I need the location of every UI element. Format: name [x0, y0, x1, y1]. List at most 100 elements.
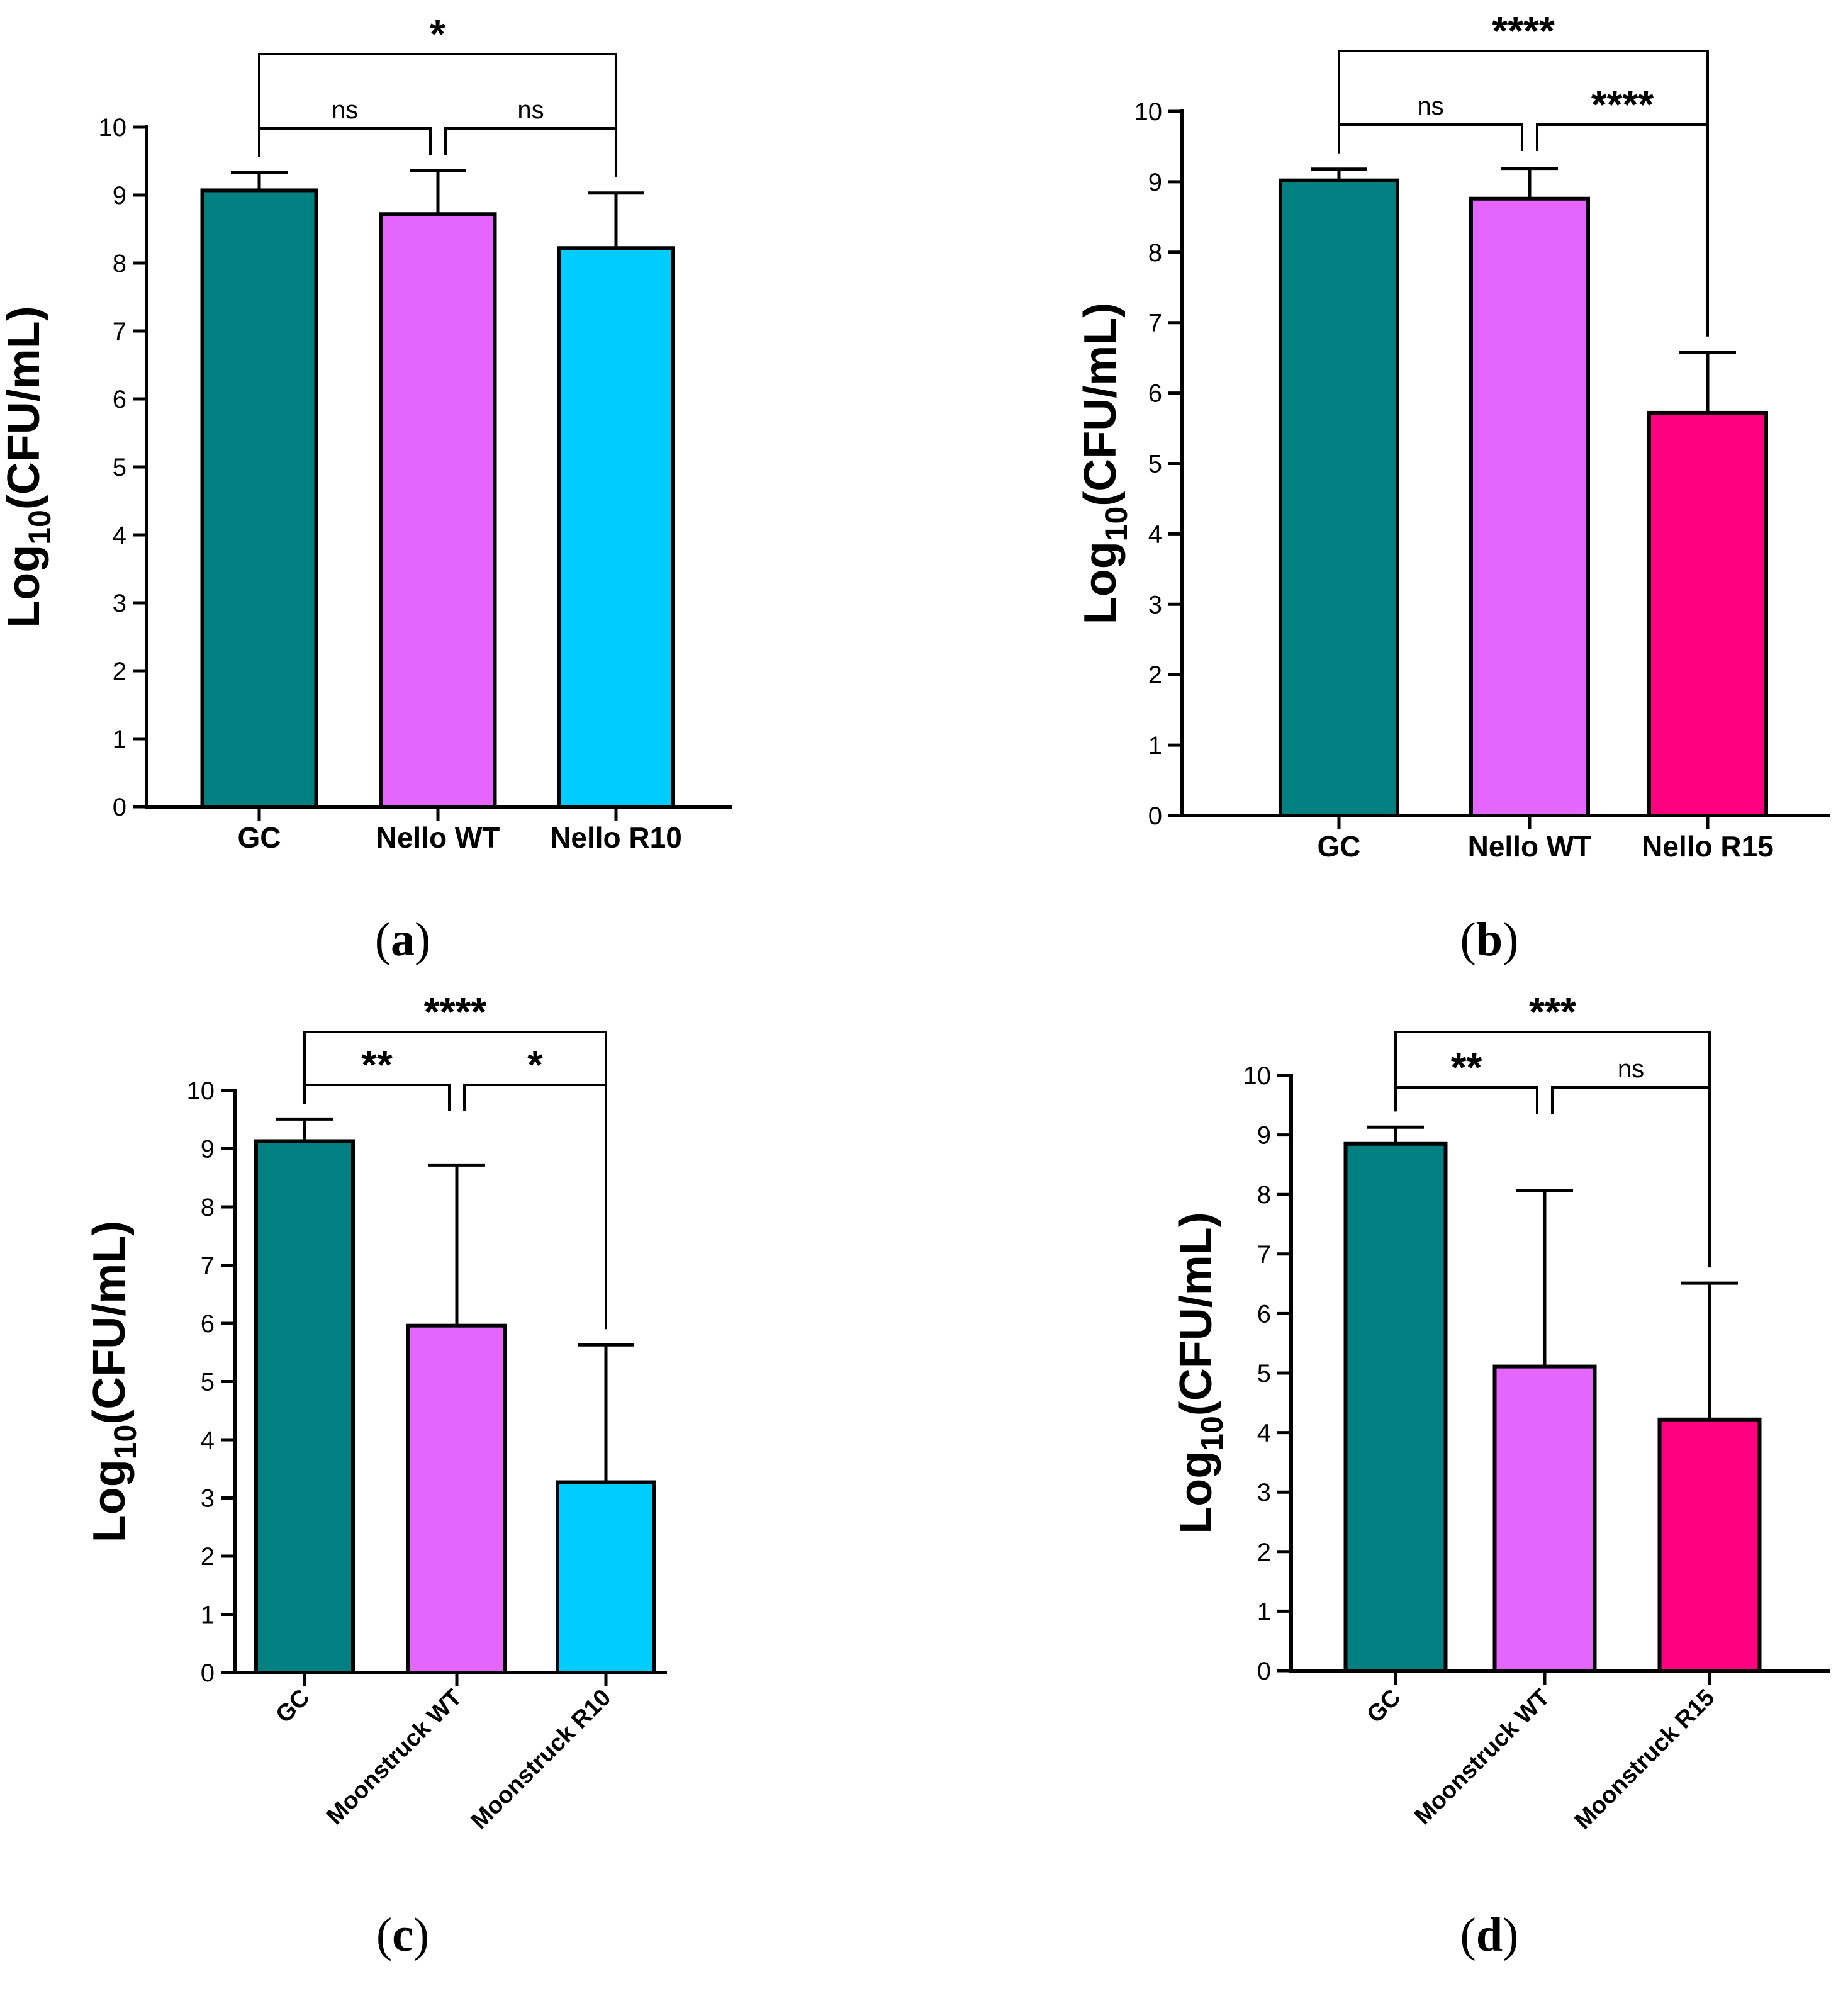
panel-letter-open: (	[1460, 1909, 1476, 1961]
y-axis-label-sub: 10	[1194, 1416, 1229, 1451]
y-tick-label: 8	[1257, 1181, 1271, 1209]
y-tick-label: 3	[201, 1485, 215, 1513]
x-tick-label: Nello WT	[1468, 830, 1592, 863]
chart-panel-d: 0 1 2 3 4 5 6 7 8 9 10 GC Moonstruck WT Moonstruck R1…	[1171, 989, 1830, 1961]
y-tick-label: 8	[201, 1194, 215, 1221]
y-tick-label: 3	[113, 590, 126, 617]
significance-label: **	[1451, 1045, 1482, 1090]
x-tick-label: Moonstruck R15	[1570, 1685, 1720, 1835]
y-tick-label: 1	[1148, 732, 1162, 760]
panel-letter-char: c	[392, 1909, 413, 1961]
significance-bracket	[258, 127, 432, 155]
significance-bracket	[1394, 1031, 1711, 1268]
panel-letter-close: )	[1503, 913, 1518, 966]
y-tick-label: 10	[1134, 98, 1163, 126]
y-tick-label: 5	[1257, 1360, 1271, 1388]
y-tick-label: 7	[1148, 310, 1162, 337]
y-axis-label-rest: (CFU/mL)	[1075, 303, 1126, 507]
x-tick-label: GC	[238, 821, 281, 854]
significance-bracket	[303, 1084, 451, 1111]
panel-letter-open: (	[1460, 913, 1476, 966]
y-tick-label: 5	[201, 1369, 215, 1396]
significance-label: ns	[1417, 93, 1443, 120]
y-tick-label: 9	[113, 182, 126, 210]
x-tick-label: GC	[271, 1685, 315, 1729]
y-tick-label: 6	[1257, 1300, 1271, 1328]
y-tick-label: 10	[99, 114, 127, 142]
significance-label: ***	[1529, 989, 1576, 1035]
y-tick-label: 4	[201, 1427, 215, 1454]
y-tick-label: 1	[201, 1601, 215, 1629]
bar	[557, 246, 675, 809]
significance-bracket	[1338, 50, 1709, 337]
bar	[1469, 196, 1590, 818]
y-tick-label: 0	[1257, 1657, 1271, 1685]
panel-letter-close: )	[413, 1909, 429, 1961]
significance-bracket	[1338, 123, 1523, 151]
y-axis-label-sub: 10	[22, 510, 57, 545]
bar	[556, 1480, 656, 1674]
y-tick-label: 5	[1148, 451, 1162, 478]
bar	[1657, 1417, 1762, 1673]
y-tick-label: 9	[1148, 169, 1162, 196]
bar	[254, 1139, 355, 1674]
x-tick-label: Nello WT	[376, 821, 500, 854]
y-tick-label: 2	[113, 658, 126, 685]
panel-letter: (d)	[1460, 1909, 1519, 1961]
bar	[1279, 178, 1399, 817]
significance-bracket	[1536, 123, 1709, 151]
y-tick-label: 1	[1257, 1598, 1271, 1625]
x-tick-label: Moonstruck WT	[1409, 1685, 1555, 1830]
bar	[406, 1323, 507, 1674]
bar	[379, 212, 497, 809]
x-tick-label: GC	[1362, 1685, 1406, 1729]
y-tick-label: 9	[201, 1136, 215, 1164]
significance-label: ****	[1492, 8, 1555, 53]
y-tick-label: 9	[1257, 1122, 1271, 1150]
y-tick-label: 2	[1148, 661, 1162, 689]
significance-bracket	[258, 53, 617, 177]
panel-letter-char: b	[1476, 913, 1503, 966]
significance-label: ns	[517, 96, 544, 124]
y-tick-label: 4	[113, 522, 126, 549]
y-tick-label: 7	[201, 1252, 215, 1280]
y-axis-label-base: Log	[1171, 1451, 1221, 1534]
significance-bracket	[1551, 1086, 1711, 1114]
significance-bracket	[1394, 1086, 1538, 1114]
significance-label: **	[361, 1042, 393, 1087]
y-axis-label-rest: (CFU/mL)	[1171, 1212, 1221, 1416]
x-tick-label: GC	[1318, 830, 1361, 863]
panel-letter-open: (	[376, 1909, 392, 1961]
y-tick-label: 0	[1148, 802, 1162, 830]
y-tick-label: 10	[1243, 1062, 1272, 1090]
significance-bracket	[303, 1031, 607, 1330]
significance-label: *	[527, 1042, 543, 1087]
y-tick-label: 0	[113, 794, 126, 821]
y-tick-label: 7	[1257, 1241, 1271, 1269]
y-tick-label: 7	[113, 318, 126, 345]
y-tick-label: 3	[1257, 1479, 1271, 1506]
significance-label: ****	[1591, 82, 1654, 127]
y-axis-label: Log10(CFU/mL)	[1075, 303, 1134, 625]
x-tick-label: Nello R10	[550, 821, 682, 854]
y-axis-label-rest: (CFU/mL)	[84, 1221, 135, 1425]
panel-letter-char: d	[1476, 1909, 1503, 1961]
x-tick-label: Moonstruck WT	[322, 1685, 467, 1830]
significance-label: *	[430, 11, 445, 57]
y-tick-label: 4	[1257, 1420, 1271, 1447]
panel-letter-open: (	[375, 913, 391, 966]
y-tick-label: 2	[201, 1543, 215, 1571]
significance-label: ****	[424, 989, 487, 1035]
y-tick-label: 2	[1257, 1539, 1271, 1566]
y-tick-label: 0	[201, 1659, 215, 1687]
y-tick-label: 6	[201, 1310, 215, 1338]
bar	[1492, 1364, 1597, 1673]
significance-label: ns	[1618, 1055, 1644, 1083]
panel-letter-char: a	[391, 913, 415, 966]
panel-letter: (a)	[375, 913, 431, 966]
y-tick-label: 5	[113, 454, 126, 481]
y-axis-label-base: Log	[1075, 541, 1126, 624]
y-tick-label: 6	[113, 386, 126, 413]
bar	[200, 188, 318, 809]
